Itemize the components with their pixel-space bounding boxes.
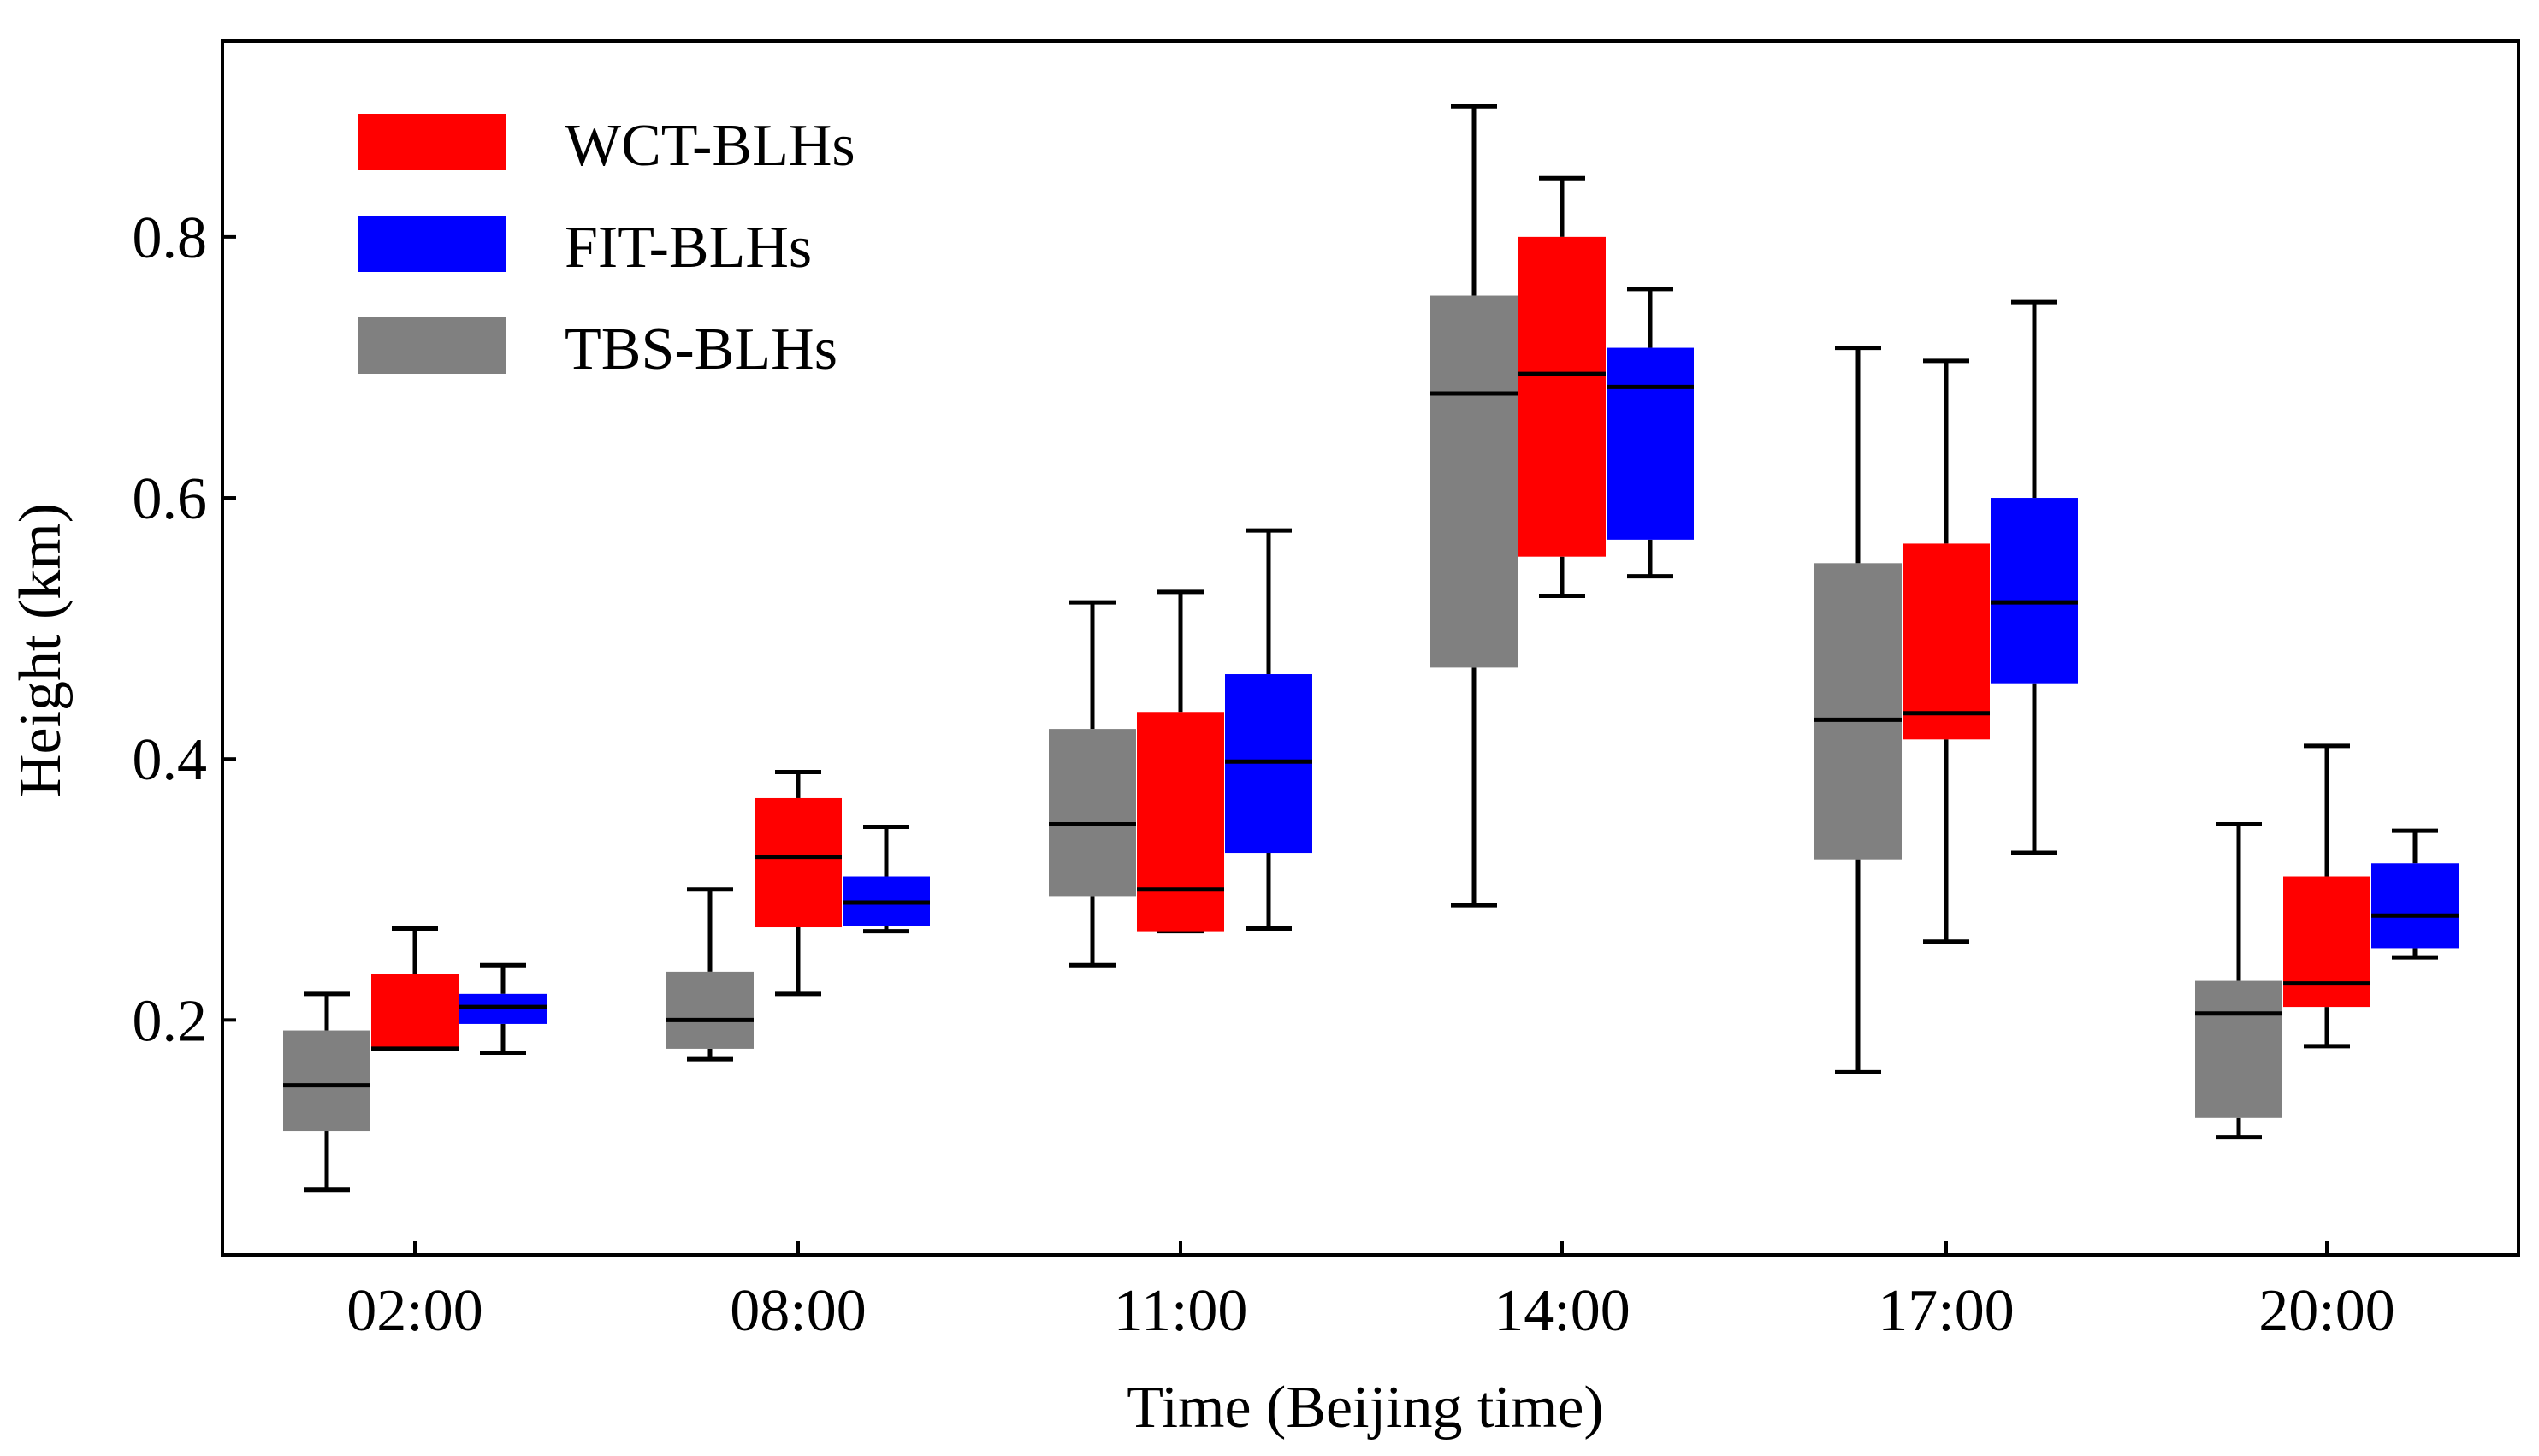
box-tbs xyxy=(1430,295,1518,668)
box-tbs xyxy=(666,971,754,1049)
x-tick-label: 02:00 xyxy=(346,1278,482,1344)
y-tick-label: 0.4 xyxy=(133,727,208,793)
legend-label-wct: WCT-BLHs xyxy=(565,113,855,179)
box-fit xyxy=(1607,347,1694,540)
box-tbs xyxy=(1814,563,1902,860)
y-axis-title: Height (km) xyxy=(8,503,74,797)
x-tick-label: 08:00 xyxy=(730,1278,866,1344)
box-wct xyxy=(755,797,842,928)
plot-frame xyxy=(221,39,2520,1257)
y-tick-label: 0.8 xyxy=(133,205,208,271)
box-wct xyxy=(1518,236,1606,557)
box-fit xyxy=(2371,863,2459,949)
box-tbs xyxy=(2195,980,2282,1118)
box-wct xyxy=(1137,712,1224,932)
x-tick-label: 14:00 xyxy=(1494,1278,1630,1344)
legend-swatch-tbs xyxy=(358,317,506,374)
legend-swatch-fit xyxy=(358,216,506,272)
box-tbs xyxy=(283,1030,370,1132)
legend-swatch-wct xyxy=(358,114,506,170)
x-axis-title: Time (Beijing time) xyxy=(1127,1375,1603,1441)
y-tick-label: 0.2 xyxy=(133,988,208,1054)
x-tick-label: 17:00 xyxy=(1878,1278,2014,1344)
x-tick-label: 20:00 xyxy=(2258,1278,2394,1344)
legend-label-fit: FIT-BLHs xyxy=(565,215,812,281)
box-tbs xyxy=(1049,729,1136,897)
box-wct xyxy=(1903,543,1990,740)
box-fit xyxy=(1991,498,2078,684)
legend-label-tbs: TBS-BLHs xyxy=(565,317,837,382)
y-tick-label: 0.6 xyxy=(133,466,208,532)
x-tick-label: 11:00 xyxy=(1114,1278,1248,1344)
box-wct xyxy=(2283,876,2370,1008)
box-wct xyxy=(371,974,459,1049)
legend: WCT-BLHs FIT-BLHs TBS-BLHs xyxy=(358,113,855,382)
